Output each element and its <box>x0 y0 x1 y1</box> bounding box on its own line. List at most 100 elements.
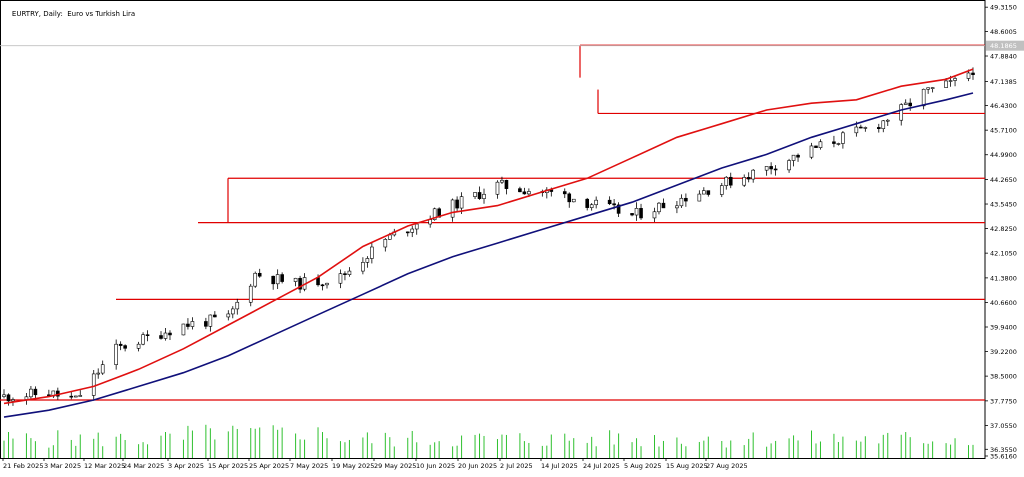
candle-body <box>719 185 724 195</box>
candle-body <box>181 323 186 336</box>
candle-body <box>679 197 684 207</box>
candle-body <box>854 126 859 134</box>
candle-body <box>190 321 195 327</box>
candle-body <box>114 343 118 365</box>
price-tick-label: 36.3550 <box>990 446 1017 454</box>
price-tick-label: 42.8250 <box>990 225 1017 233</box>
candle-body <box>168 332 172 336</box>
candle-body <box>405 231 410 234</box>
candle-body <box>370 246 374 259</box>
candle-body <box>96 372 101 375</box>
candle-body <box>746 177 751 180</box>
candle-body <box>504 179 509 189</box>
candle-body <box>764 166 769 171</box>
time-tick-label: 12 Mar 2025 <box>84 462 125 470</box>
price-tick-label: 48.6005 <box>990 28 1017 36</box>
candle-body <box>213 314 217 318</box>
time-tick-label: 19 May 2025 <box>332 462 374 470</box>
candle-body <box>518 188 522 193</box>
moving-average-slow <box>3 92 974 418</box>
candle-body <box>948 80 953 82</box>
time-tick-label: 24 Jul 2025 <box>583 462 620 470</box>
time-tick-label: 24 Mar 2025 <box>123 462 164 470</box>
candle-body <box>971 72 975 75</box>
candle-body <box>2 394 6 397</box>
candle-body <box>818 141 823 148</box>
candle-body <box>926 87 930 90</box>
candle-body <box>500 179 504 183</box>
candle-body <box>347 270 352 275</box>
candle-body <box>145 334 150 337</box>
candle-body <box>482 193 486 199</box>
candle-body <box>796 154 800 158</box>
candle-body <box>832 141 836 144</box>
candle-body <box>123 345 127 349</box>
current-price-label: 48.1865 <box>990 42 1017 50</box>
candle-body <box>118 343 123 346</box>
candle-body <box>724 176 729 186</box>
price-tick-label: 40.6600 <box>990 299 1017 307</box>
candle-body <box>859 126 863 129</box>
candle-body <box>11 399 15 402</box>
candle-body <box>73 395 78 398</box>
price-tick-label: 37.0550 <box>990 422 1017 430</box>
candle-body <box>863 127 868 129</box>
time-tick-label: 3 Apr 2025 <box>168 462 204 470</box>
candle-body <box>697 193 702 202</box>
candle-body <box>455 199 459 209</box>
price-tick-label: 46.4300 <box>990 102 1017 110</box>
plot-frame <box>0 0 986 459</box>
candle-body <box>325 282 329 286</box>
candle-body <box>657 202 661 213</box>
candle-body <box>280 274 284 282</box>
candle-body <box>343 273 347 275</box>
candle-body <box>652 211 657 219</box>
candle-body <box>527 191 531 195</box>
candle-body <box>769 166 773 170</box>
time-tick-label: 14 Jul 2025 <box>541 462 578 470</box>
candle-body <box>204 321 208 327</box>
candle-body <box>320 284 325 287</box>
candle-body <box>966 72 971 79</box>
time-tick-label: 15 Apr 2025 <box>208 462 248 470</box>
candle-body <box>136 343 141 349</box>
candle-body <box>293 277 298 282</box>
candle-body <box>571 198 576 203</box>
candle-body <box>885 119 890 122</box>
candle-body <box>787 160 791 171</box>
chart-title: EURTRY, Daily: Euro vs Turkish Lira <box>11 10 136 18</box>
time-tick-label: 21 Feb 2025 <box>3 462 43 470</box>
candle-body <box>876 127 881 129</box>
candle-body <box>594 199 598 206</box>
candle-body <box>634 208 639 216</box>
candle-body <box>450 199 455 218</box>
price-tick-label: 49.3150 <box>990 4 1017 12</box>
candle-body <box>473 192 477 197</box>
candle-body <box>702 190 706 195</box>
candle-body <box>616 204 621 214</box>
candle-body <box>684 197 688 202</box>
candle-body <box>383 239 388 248</box>
price-tick-label: 37.7750 <box>990 397 1017 405</box>
time-tick-label: 5 Aug 2025 <box>624 462 662 470</box>
candle-body <box>930 87 935 89</box>
price-tick-label: 39.2200 <box>990 348 1017 356</box>
candle-body <box>612 203 616 206</box>
candle-body <box>836 143 841 145</box>
candle-body <box>253 272 258 287</box>
candle-body <box>477 192 482 199</box>
candle-body <box>235 301 240 310</box>
candle-body <box>562 191 567 195</box>
candle-body <box>809 145 814 158</box>
price-tick-label: 45.7100 <box>990 127 1017 135</box>
time-tick-label: 15 Aug 2025 <box>666 462 708 470</box>
candle-body <box>271 275 275 285</box>
candle-body <box>78 395 83 397</box>
candle-body <box>814 145 818 148</box>
time-tick-label: 25 Apr 2025 <box>249 462 289 470</box>
candle-body <box>257 272 262 277</box>
candle-body <box>899 104 904 121</box>
candle-body <box>630 213 634 216</box>
